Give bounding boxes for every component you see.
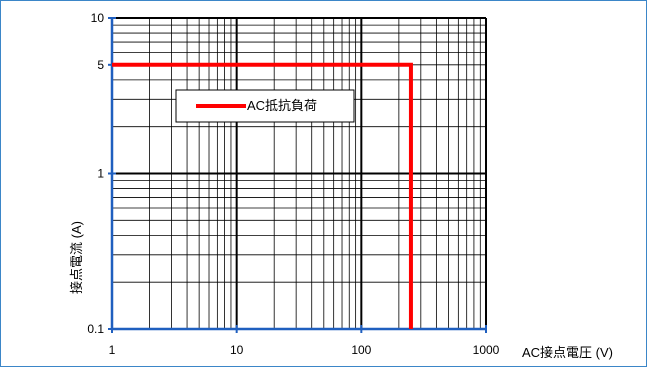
y-tick-label: 1 [97,167,104,181]
tick-labels: 1 10 100 1000 0.1 1 5 10 [87,11,499,357]
series-line-0 [112,62,413,329]
x-tick-label: 1 [109,343,116,357]
x-axis-title: AC接点電圧 (V) [522,345,613,360]
x-tick-label: 1000 [473,343,500,357]
legend: AC抵抗負荷 [175,89,355,123]
x-tick-label: 100 [351,343,371,357]
y-tick-label: 5 [97,58,104,72]
grid-major [112,18,486,329]
legend-label: AC抵抗負荷 [247,98,317,113]
axes [108,17,487,333]
y-tick-label: 0.1 [87,322,104,336]
y-axis-title: 接点電流 (A) [69,221,84,294]
series-layer [112,62,413,329]
x-tick-label: 10 [230,343,244,357]
y-tick-label: 10 [91,11,105,25]
